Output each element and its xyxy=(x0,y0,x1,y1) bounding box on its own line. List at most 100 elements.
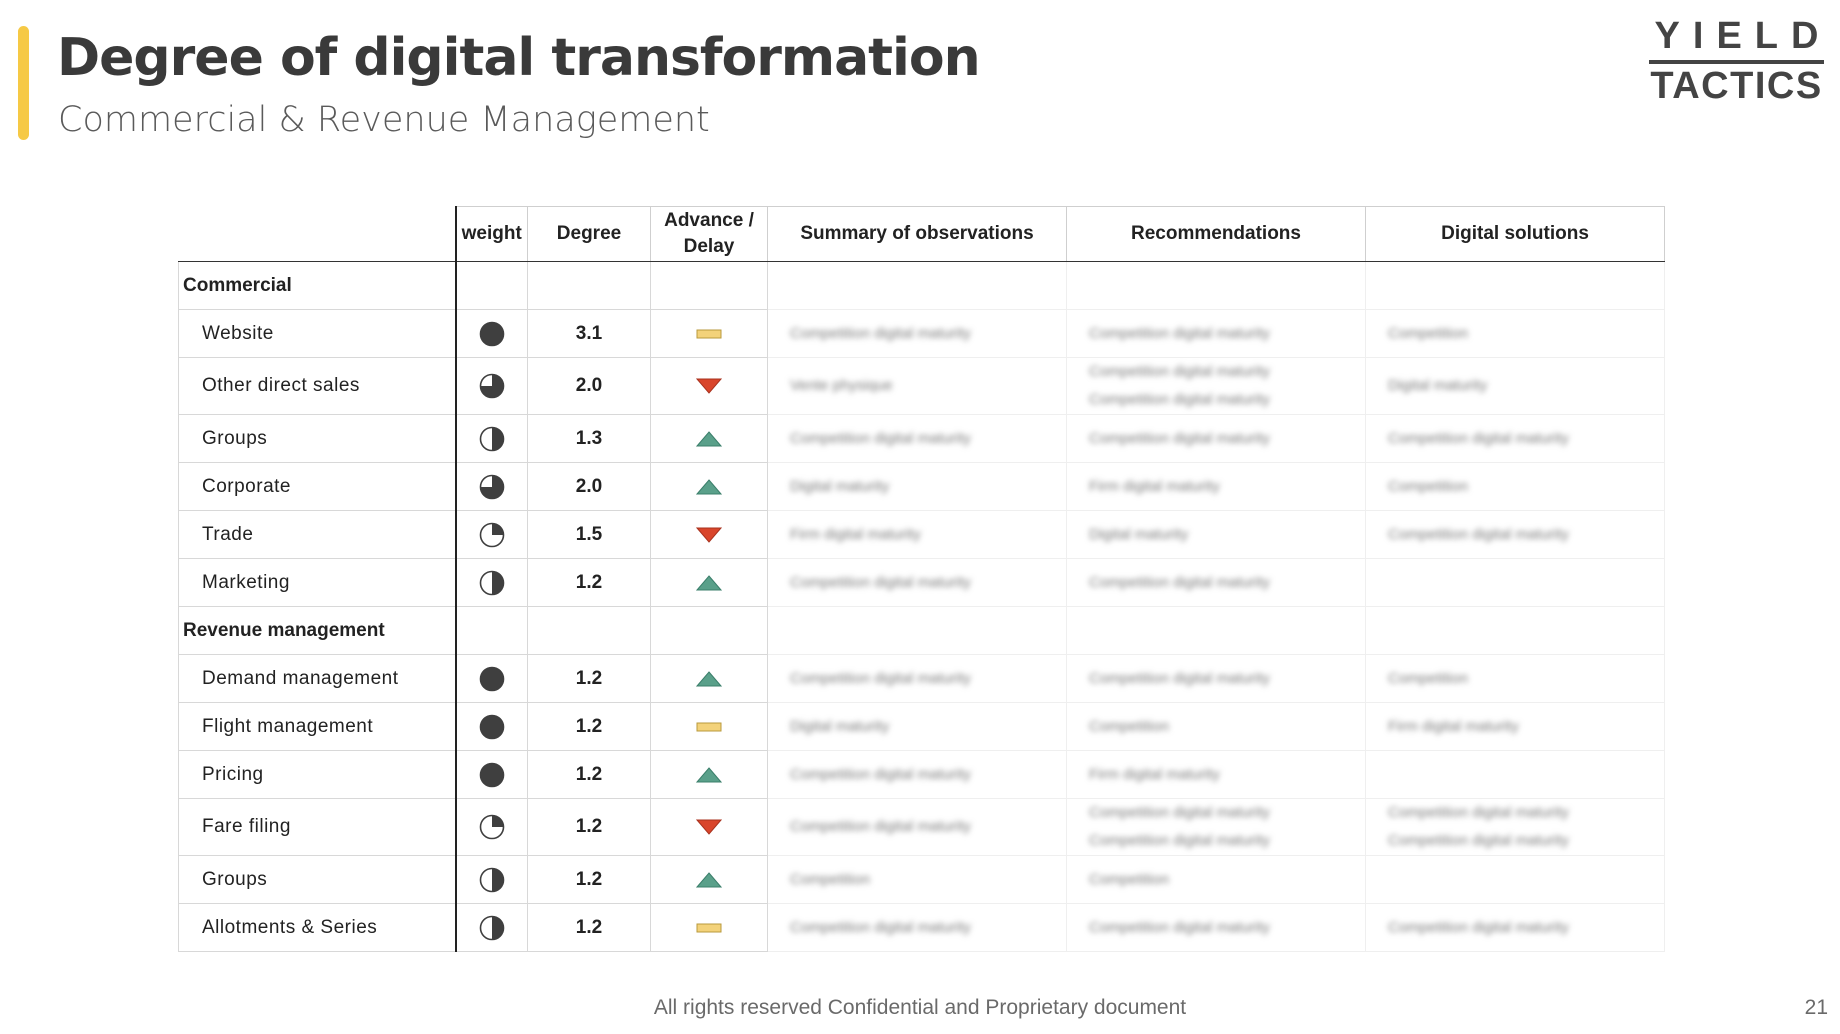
weight-cell xyxy=(455,903,528,952)
weight-cell xyxy=(455,462,528,511)
row-label: Demand management xyxy=(202,667,399,689)
weight-pie-icon xyxy=(479,426,505,451)
row-label: Marketing xyxy=(202,571,290,593)
degree-value: 1.2 xyxy=(527,855,651,904)
recommendations-cell: Competition xyxy=(1066,855,1366,904)
blurred-text: Competition digital maturity xyxy=(1089,391,1270,408)
summary-cell: Digital maturity xyxy=(767,462,1067,511)
footer-text: All rights reserved Confidential and Pro… xyxy=(653,996,1187,1019)
delay-triangle-icon xyxy=(696,527,722,543)
advance-triangle-icon xyxy=(696,478,722,494)
row-label-cell: Flight management xyxy=(178,702,457,751)
title-accent-bar xyxy=(18,26,29,140)
degree-value: 1.2 xyxy=(527,702,651,751)
trend-cell xyxy=(650,261,768,310)
blurred-text: Competition digital maturity xyxy=(1089,324,1270,342)
weight-cell xyxy=(455,606,528,655)
row-label: Trade xyxy=(202,523,254,545)
advance-triangle-icon xyxy=(696,574,722,590)
trend-cell xyxy=(650,309,768,358)
table-row: Allotments & Series 1.2 Competition digita… xyxy=(178,903,1665,952)
header-empty-cell xyxy=(178,206,456,262)
blurred-text: Firm digital maturity xyxy=(1388,717,1519,735)
header-degree: Degree xyxy=(527,206,651,262)
row-label-cell: Demand management xyxy=(178,654,457,703)
weight-pie-icon xyxy=(479,373,505,399)
row-label-cell: Trade xyxy=(178,510,457,559)
weight-pie-icon xyxy=(479,915,505,940)
section-label-cell: Commercial xyxy=(178,261,457,310)
trend-cell xyxy=(650,855,768,904)
table-row: Flight management 1.2 Digital maturity Comp… xyxy=(178,702,1665,751)
blurred-text: Competition digital maturity xyxy=(1089,832,1270,849)
weight-pie-icon xyxy=(479,474,505,499)
degree-value: 2.0 xyxy=(527,462,651,511)
blurred-text: Competition digital maturity xyxy=(1388,429,1569,447)
weight-cell xyxy=(455,414,528,463)
section-label: Commercial xyxy=(183,274,292,296)
blurred-text: Competition digital maturity xyxy=(1089,804,1270,821)
blurred-text: Competition digital maturity xyxy=(790,324,971,342)
degree-value: 3.1 xyxy=(527,309,651,358)
weight-cell xyxy=(455,702,528,751)
delay-triangle-icon xyxy=(696,819,722,835)
summary-cell: Competition digital maturity xyxy=(767,414,1067,463)
summary-cell: Competition digital maturity xyxy=(767,558,1067,607)
recommendations-cell: Firm digital maturity xyxy=(1066,750,1366,799)
summary-cell xyxy=(767,606,1067,655)
blurred-text: Competition xyxy=(1388,669,1469,687)
blurred-text: Competition digital maturity xyxy=(1388,918,1569,936)
delay-triangle-icon xyxy=(696,378,722,394)
blurred-text: Competition digital maturity xyxy=(1388,525,1569,543)
recommendations-cell: Competition digital maturity xyxy=(1066,654,1366,703)
recommendations-cell: Competition digital maturity Competition … xyxy=(1066,798,1366,856)
trend-cell xyxy=(650,462,768,511)
blurred-text: Competition xyxy=(1388,324,1469,342)
degree-value: 1.2 xyxy=(527,750,651,799)
weight-cell xyxy=(455,654,528,703)
degree-value: 1.2 xyxy=(527,558,651,607)
table-row: Marketing 1.2 Competition digital maturity… xyxy=(178,558,1665,607)
blurred-text: Competition digital maturity xyxy=(790,429,971,447)
degree-value: 2.0 xyxy=(527,357,651,415)
blurred-text: Competition digital maturity xyxy=(790,573,971,591)
neutral-bar-icon xyxy=(696,923,722,932)
section-row: Revenue management xyxy=(178,606,1665,655)
digital-solutions-cell: Competition xyxy=(1365,462,1665,511)
blurred-text: Competition digital maturity xyxy=(790,765,971,783)
summary-cell xyxy=(767,261,1067,310)
degree-value: 1.2 xyxy=(527,798,651,856)
summary-cell: Firm digital maturity xyxy=(767,510,1067,559)
weight-pie-icon xyxy=(479,321,505,346)
row-label: Corporate xyxy=(202,475,291,497)
blurred-text: Firm digital maturity xyxy=(1089,477,1220,495)
table-header-row: weight Degree Advance / Delay Summary of… xyxy=(178,206,1665,262)
table-row: Fare filing 1.2 Competition digital maturi… xyxy=(178,798,1665,856)
trend-cell xyxy=(650,798,768,856)
weight-pie-icon xyxy=(479,714,505,739)
digital-solutions-cell: Digital maturity xyxy=(1365,357,1665,415)
trend-cell xyxy=(650,606,768,655)
row-label-cell: Other direct sales xyxy=(178,357,457,415)
table-row: Demand management 1.2 Competition digital … xyxy=(178,654,1665,703)
table-row: Groups 1.2 Competition Competition xyxy=(178,855,1665,904)
section-row: Commercial xyxy=(178,261,1665,310)
blurred-text: Digital maturity xyxy=(790,717,890,735)
row-label-cell: Groups xyxy=(178,855,457,904)
digital-solutions-cell: Firm digital maturity xyxy=(1365,702,1665,751)
trend-cell xyxy=(650,357,768,415)
trend-cell xyxy=(650,654,768,703)
blurred-text: Firm digital maturity xyxy=(790,525,921,543)
trend-cell xyxy=(650,510,768,559)
logo-line-1: YIELD xyxy=(1654,15,1832,57)
row-label: Flight management xyxy=(202,715,374,737)
row-label: Fare filing xyxy=(202,816,291,837)
weight-cell xyxy=(455,750,528,799)
blurred-text: Digital maturity xyxy=(1089,525,1189,543)
recommendations-cell xyxy=(1066,606,1366,655)
digital-solutions-cell xyxy=(1365,261,1665,310)
advance-triangle-icon xyxy=(696,430,722,446)
table-row: Trade 1.5 Firm digital maturity Digital mat… xyxy=(178,510,1665,559)
row-label-cell: Allotments & Series xyxy=(178,903,457,952)
degree-value: 1.2 xyxy=(527,654,651,703)
